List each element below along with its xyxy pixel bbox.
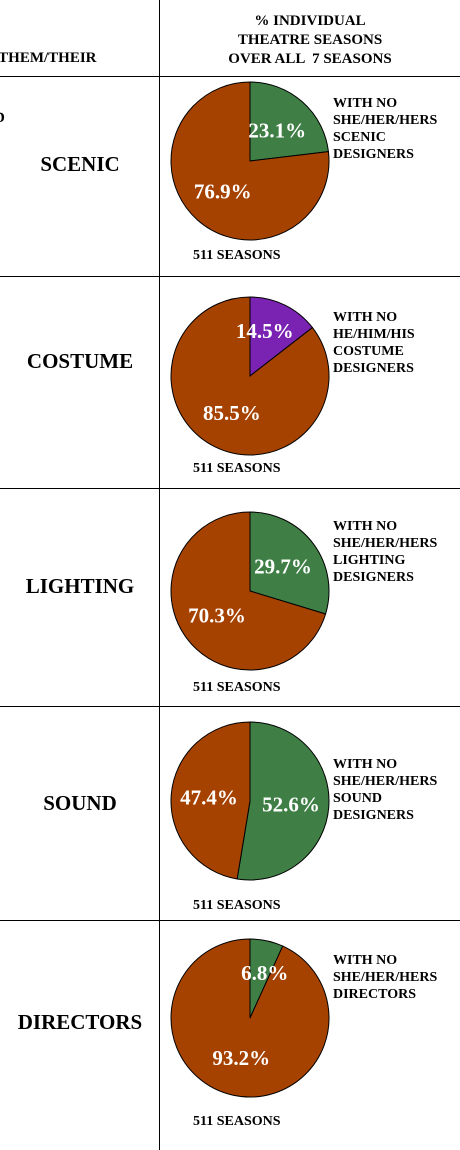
pie-chart-costume: 14.5% 85.5% xyxy=(170,296,330,456)
pie-slice-label: 85.5% xyxy=(203,401,261,425)
header-right-line: THEATRE SEASONS xyxy=(237,32,383,48)
seasons-note-directors: 511 SEASONS xyxy=(193,1114,281,1129)
row-divider xyxy=(0,488,460,489)
pie-slice xyxy=(236,721,330,881)
pie-chart-directors: 6.8% 93.2% xyxy=(170,938,330,1098)
pie-slice xyxy=(249,81,329,162)
side-label-line: WITH NO xyxy=(333,953,398,968)
side-label-line: LIGHTING xyxy=(333,553,406,568)
side-label-line: WITH NO xyxy=(333,757,398,772)
pie-chart-scenic: 23.1% 76.9% xyxy=(170,81,330,241)
seasons-note-sound: 511 SEASONS xyxy=(193,898,281,913)
pie-slice xyxy=(249,511,330,615)
row-divider xyxy=(0,276,460,277)
header-left-line: /THEM/THEIR xyxy=(0,50,97,66)
pie-slice xyxy=(170,511,327,671)
row-label-lighting: LIGHTING xyxy=(25,574,135,598)
side-label-line: COSTUME xyxy=(333,344,404,359)
side-label-lighting: WITH NO SHE/HER/HERS LIGHTING DESIGNERS xyxy=(333,518,437,586)
side-label-line: SCENIC xyxy=(333,130,386,145)
pie-slice xyxy=(170,721,251,880)
header-left-line: D xyxy=(0,108,97,128)
side-label-line: SHE/HER/HERS xyxy=(333,774,438,789)
side-label-line: WITH NO xyxy=(333,96,398,111)
side-label-line: DESIGNERS xyxy=(333,147,414,162)
seasons-note-scenic: 511 SEASONS xyxy=(193,248,281,263)
pie-slice-label: 23.1% xyxy=(248,118,306,142)
side-label-line: HE/HIM/HIS xyxy=(333,327,415,342)
side-label-directors: WITH NO SHE/HER/HERS DIRECTORS xyxy=(333,952,437,1003)
pie-slice-label: 29.7% xyxy=(254,555,312,579)
table-border-middle xyxy=(159,0,160,1150)
pie-chart-sound: 52.6% 47.4% xyxy=(170,721,330,881)
side-label-scenic: WITH NO SHE/HER/HERS SCENIC DESIGNERS xyxy=(333,95,437,163)
pie-slice xyxy=(170,81,330,241)
pie-slice-label: 52.6% xyxy=(262,792,320,816)
side-label-line: WITH NO xyxy=(333,310,398,325)
header-right-text: % INDIVIDUAL THEATRE SEASONS OVER ALL 7 … xyxy=(160,12,460,69)
row-divider xyxy=(0,706,460,707)
side-label-line: SHE/HER/HERS xyxy=(333,113,438,128)
pie-slice xyxy=(170,296,330,456)
row-label-costume: COSTUME xyxy=(26,349,134,373)
header-divider xyxy=(0,76,460,77)
pie-slice-label: 93.2% xyxy=(212,1046,270,1070)
seasons-note-costume: 511 SEASONS xyxy=(193,461,281,476)
side-label-line: SOUND xyxy=(333,791,383,806)
row-label-scenic: SCENIC xyxy=(40,152,120,176)
side-label-line: DESIGNERS xyxy=(333,361,414,376)
side-label-line: DIRECTORS xyxy=(333,987,416,1002)
side-label-line: WITH NO xyxy=(333,519,398,534)
header-left-text: /THEM/THEIR D xyxy=(0,8,97,148)
pie-slice-label: 14.5% xyxy=(236,319,294,343)
pie-slice xyxy=(170,938,330,1098)
pie-slice-label: 70.3% xyxy=(188,603,246,627)
side-label-line: SHE/HER/HERS xyxy=(333,536,438,551)
pie-slice xyxy=(249,296,314,378)
side-label-line: DESIGNERS xyxy=(333,808,414,823)
seasons-note-lighting: 511 SEASONS xyxy=(193,680,281,695)
row-label-sound: SOUND xyxy=(43,791,117,815)
row-divider xyxy=(0,920,460,921)
row-label-directors: DIRECTORS xyxy=(17,1010,143,1034)
pie-slice-label: 6.8% xyxy=(241,961,288,985)
pie-slice-label: 47.4% xyxy=(180,786,238,810)
side-label-sound: WITH NO SHE/HER/HERS SOUND DESIGNERS xyxy=(333,756,437,824)
pie-slice-label: 76.9% xyxy=(194,180,252,204)
header-right-line: % INDIVIDUAL xyxy=(254,13,366,29)
header-right-line: OVER ALL 7 SEASONS xyxy=(228,51,392,67)
pie-chart-lighting: 29.7% 70.3% xyxy=(170,511,330,671)
side-label-costume: WITH NO HE/HIM/HIS COSTUME DESIGNERS xyxy=(333,309,415,377)
side-label-line: DESIGNERS xyxy=(333,570,414,585)
side-label-line: SHE/HER/HERS xyxy=(333,970,438,985)
